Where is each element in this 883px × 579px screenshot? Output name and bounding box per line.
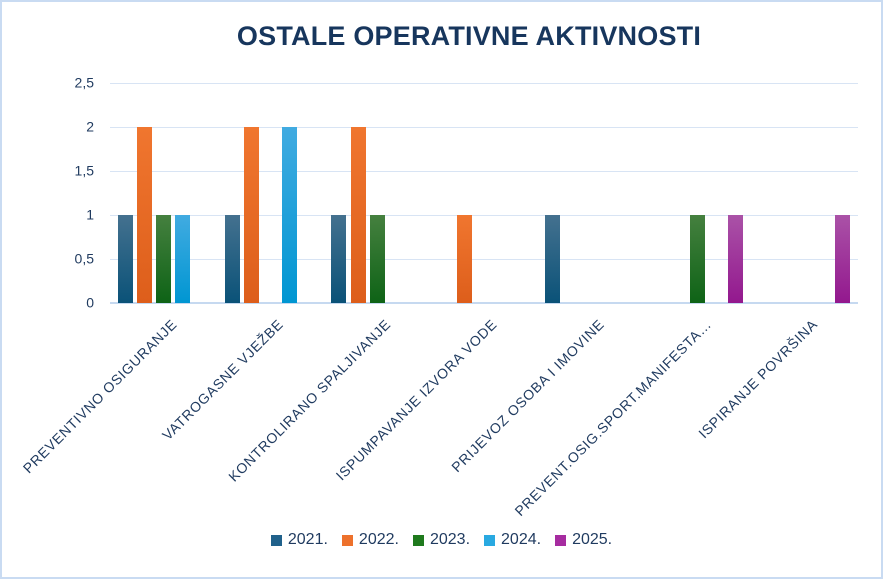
x-axis-category-label: KONTROLIRANO SPALJIVANJE: [224, 316, 394, 485]
gridline: [110, 215, 858, 216]
legend-swatch-icon: [484, 534, 496, 546]
x-axis-line: [110, 302, 858, 304]
bar-2021: [545, 215, 561, 303]
y-axis-tick-label: 1: [86, 206, 94, 223]
legend-swatch-icon: [412, 534, 424, 546]
x-axis-category-label: ISPUMPAVANJE IZVORA VODE: [332, 316, 501, 484]
legend-swatch-icon: [270, 534, 282, 546]
bar-2022: [243, 127, 259, 303]
bar-2024: [175, 215, 191, 303]
y-axis-tick-label: 2: [86, 118, 94, 135]
bar-2023: [690, 215, 706, 303]
x-axis-category-label: PREVENTIVNO OSIGURANJE: [19, 316, 180, 477]
bar-2024: [281, 127, 297, 303]
gridline: [110, 83, 858, 84]
legend-label: 2025.: [572, 531, 613, 548]
legend-item: 2025.: [555, 531, 612, 549]
legend-item: 2021.: [270, 531, 328, 549]
y-axis-tick-label: 2,5: [74, 74, 94, 91]
legend-item: 2022.: [341, 531, 399, 549]
gridline: [110, 127, 858, 128]
y-axis-tick-label: 0: [86, 294, 94, 311]
bar-2022: [350, 127, 366, 303]
bar-2025: [835, 215, 851, 303]
bar-2021: [117, 215, 133, 303]
legend-label: 2021.: [287, 531, 328, 548]
legend-swatch-icon: [341, 534, 353, 546]
x-axis-category-label: PRIJEVOZ OSOBA I IMOVINE: [448, 316, 608, 476]
legend-swatch-icon: [555, 534, 567, 546]
chart-title: OSTALE OPERATIVNE AKTIVNOSTI: [236, 21, 702, 51]
bar-2023: [369, 215, 385, 303]
gridline: [110, 259, 858, 260]
x-axis-category-label: PREVENT.OSIG.SPORT.MANIFESTA…: [511, 316, 715, 519]
legend: 2021. 2022. 2023. 2024. 2025.: [0, 531, 883, 549]
bar-2022: [136, 127, 152, 303]
y-axis: 0 0,5 1 1,5 2 2,5: [0, 75, 94, 311]
gridline: [110, 171, 858, 172]
bar-2023: [155, 215, 171, 303]
bar-2021: [224, 215, 240, 303]
y-axis-tick-label: 0,5: [74, 250, 94, 267]
bar-2022: [457, 215, 473, 303]
bar-2025: [728, 215, 744, 303]
bar-2021: [331, 215, 347, 303]
x-axis-category-label: ISPIRANJE POVRŠINA: [695, 316, 821, 442]
legend-item: 2024.: [484, 531, 541, 549]
plot-area: [110, 83, 858, 304]
legend-label: 2023.: [429, 531, 471, 548]
legend-item: 2023.: [412, 531, 471, 549]
x-axis-category-label: VATROGASNE VJEŽBE: [159, 316, 287, 444]
y-axis-tick-label: 1,5: [74, 162, 94, 179]
legend-label: 2022.: [358, 531, 399, 548]
legend-label: 2024.: [501, 531, 542, 548]
